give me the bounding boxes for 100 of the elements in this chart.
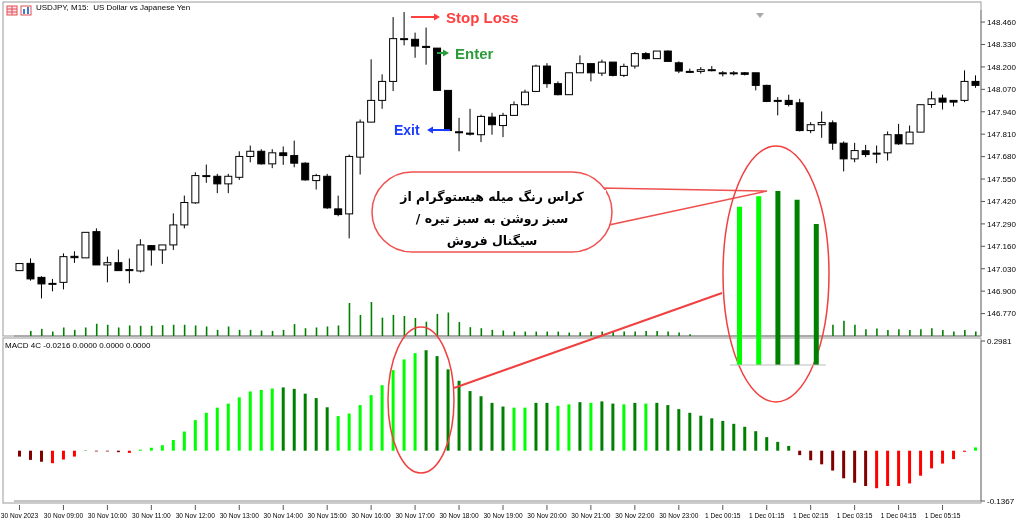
bar bbox=[710, 418, 714, 451]
bar bbox=[886, 450, 890, 487]
y-tick-label: 0.2981 bbox=[987, 336, 1013, 346]
candlestick bbox=[542, 62, 551, 89]
bar bbox=[358, 405, 362, 451]
bar bbox=[413, 353, 417, 451]
y-tick-label: 147.940 bbox=[987, 107, 1017, 117]
annotation: Enter bbox=[455, 44, 494, 62]
y-tick-label: 148.070 bbox=[987, 85, 1017, 95]
annotation: کراس رنگ میله هیستوگرام از سبز روشن به سبز تیره / سیگنال فروش bbox=[398, 188, 585, 250]
candlestick bbox=[773, 96, 782, 116]
candlestick bbox=[224, 173, 233, 194]
bar bbox=[18, 450, 21, 457]
candlestick bbox=[850, 142, 859, 163]
bar bbox=[930, 450, 934, 469]
bar bbox=[347, 413, 351, 451]
bar bbox=[402, 359, 406, 451]
bar bbox=[754, 431, 758, 451]
bar bbox=[974, 447, 978, 451]
bar bbox=[270, 388, 274, 451]
bar bbox=[171, 440, 175, 451]
bar bbox=[446, 369, 450, 451]
bar bbox=[853, 450, 857, 483]
y-tick-label: 147.810 bbox=[987, 130, 1017, 140]
candlestick bbox=[279, 145, 288, 166]
y-tick-label: 146.770 bbox=[987, 309, 1017, 319]
y-tick-label: 148.330 bbox=[987, 40, 1017, 50]
bar bbox=[897, 450, 901, 487]
bar bbox=[369, 395, 373, 451]
y-tick-label: 148.200 bbox=[987, 62, 1017, 72]
bar bbox=[479, 396, 483, 451]
annotation: Stop Loss bbox=[446, 8, 519, 26]
bar bbox=[611, 403, 615, 451]
candlestick bbox=[367, 58, 376, 123]
bar bbox=[215, 407, 219, 451]
bar bbox=[380, 385, 384, 451]
candlestick bbox=[960, 69, 969, 103]
bar bbox=[919, 450, 923, 476]
candlestick bbox=[564, 72, 573, 96]
y-tick-label: 147.680 bbox=[987, 152, 1017, 162]
chart-title: USDJPY, M15: US Dollar vs Japanese Yen bbox=[36, 3, 191, 12]
annotation: Exit bbox=[394, 122, 421, 138]
bar bbox=[149, 447, 153, 451]
bar bbox=[61, 450, 65, 460]
bar bbox=[941, 450, 945, 464]
bar bbox=[303, 393, 307, 451]
bar bbox=[534, 402, 538, 451]
y-tick-label: -0.1367 bbox=[987, 496, 1015, 506]
bar bbox=[248, 391, 252, 451]
bar bbox=[732, 423, 736, 451]
bar bbox=[622, 404, 626, 451]
bar bbox=[72, 450, 76, 457]
candlestick bbox=[169, 212, 178, 251]
candlestick bbox=[422, 27, 431, 66]
candlestick bbox=[235, 150, 244, 181]
bar bbox=[794, 199, 800, 365]
bar bbox=[864, 450, 868, 487]
candlestick bbox=[37, 275, 46, 299]
y-tick-label: 147.160 bbox=[987, 242, 1017, 252]
candlestick bbox=[400, 11, 409, 46]
bar bbox=[633, 402, 637, 451]
bar bbox=[842, 450, 846, 479]
candlestick bbox=[455, 117, 464, 152]
bar bbox=[775, 191, 781, 365]
bar bbox=[545, 402, 549, 451]
bar bbox=[578, 402, 582, 451]
candlestick bbox=[301, 161, 310, 182]
bar bbox=[756, 196, 762, 365]
candlestick bbox=[26, 257, 35, 282]
bar bbox=[820, 450, 824, 465]
bar bbox=[813, 224, 819, 365]
candlestick bbox=[147, 245, 156, 267]
bar bbox=[600, 401, 604, 451]
bar bbox=[743, 426, 747, 451]
bar bbox=[424, 350, 428, 451]
bar bbox=[193, 420, 197, 451]
bar bbox=[292, 388, 296, 451]
bar bbox=[737, 206, 742, 365]
bar bbox=[798, 450, 802, 456]
y-tick-label: 147.030 bbox=[987, 264, 1017, 274]
bar bbox=[589, 402, 593, 451]
bar bbox=[655, 402, 659, 451]
candlestick bbox=[905, 125, 914, 145]
bar bbox=[567, 404, 571, 451]
bar bbox=[721, 420, 725, 451]
bar bbox=[281, 387, 285, 451]
candlestick bbox=[180, 195, 189, 229]
candlestick bbox=[125, 257, 134, 284]
candlestick bbox=[268, 148, 277, 169]
bar bbox=[336, 416, 340, 451]
bar bbox=[787, 445, 791, 451]
bar bbox=[512, 407, 516, 451]
candlestick bbox=[499, 112, 507, 138]
bar bbox=[809, 450, 813, 461]
candlestick bbox=[839, 140, 848, 172]
bar bbox=[314, 398, 318, 451]
bar bbox=[28, 450, 32, 460]
candlestick bbox=[817, 110, 826, 139]
bar bbox=[556, 405, 560, 451]
bar bbox=[457, 380, 461, 451]
